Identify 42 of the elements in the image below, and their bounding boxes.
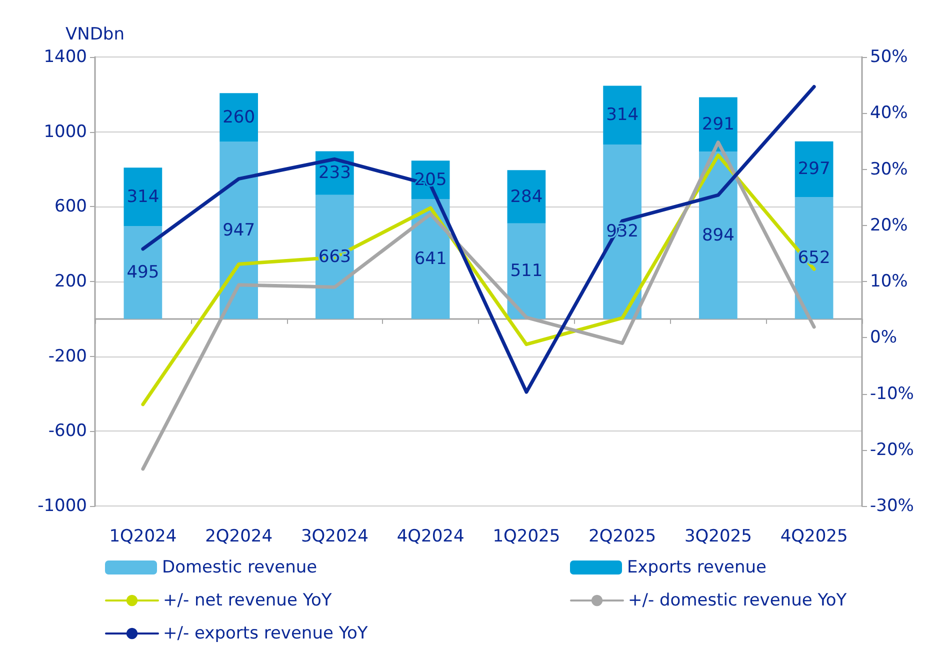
y-tick-label: 200	[54, 272, 87, 292]
y2-tick-label: 40%	[870, 103, 908, 124]
x-tick-label: 1Q2025	[492, 526, 560, 546]
y2-tick-label: 30%	[870, 159, 908, 180]
x-tick-label: 4Q2024	[396, 526, 464, 546]
x-tick-label: 3Q2025	[684, 526, 752, 546]
data-label: 314	[606, 105, 639, 126]
y-tick-label: 600	[54, 196, 87, 217]
y2-tick-label: 0%	[870, 328, 897, 348]
y2-tick-label: 10%	[870, 272, 908, 292]
data-label: 260	[222, 107, 256, 128]
legend-label: +/- domestic revenue YoY	[628, 590, 848, 610]
y2-tick-label: -10%	[870, 384, 914, 404]
y-tick-label: -600	[48, 421, 87, 442]
y2-tick-label: 20%	[870, 215, 908, 236]
data-label: 511	[510, 261, 543, 282]
data-label: 284	[510, 186, 543, 207]
data-label: 233	[318, 163, 351, 184]
y2-tick-label: 50%	[870, 47, 908, 67]
legend-label: Domestic revenue	[162, 558, 318, 578]
data-label: 314	[126, 186, 160, 207]
data-label: 894	[702, 225, 734, 246]
x-tick-label: 2Q2024	[205, 526, 273, 546]
x-tick-label: 2Q2025	[588, 526, 656, 546]
legend-label: +/- net revenue YoY	[163, 590, 332, 610]
x-tick-label: 3Q2024	[300, 526, 368, 546]
data-label: 641	[414, 248, 447, 269]
x-tick-label: 4Q2025	[780, 526, 848, 546]
y-tick-label: 1000	[44, 122, 87, 142]
data-label: 947	[222, 220, 256, 240]
data-label: 291	[702, 114, 734, 134]
legend-label: Exports revenue	[627, 558, 767, 578]
y-tick-label: 1400	[44, 47, 87, 67]
data-label: 495	[126, 262, 160, 283]
y-tick-label: -200	[48, 346, 87, 366]
y-tick-label: -1000	[38, 496, 87, 516]
legend-label: +/- exports revenue YoY	[163, 624, 368, 644]
data-label: 297	[798, 159, 830, 180]
y2-tick-label: -20%	[870, 440, 914, 460]
y2-tick-label: -30%	[870, 496, 914, 516]
y-axis-title: VNDbn	[65, 24, 125, 44]
x-tick-label: 1Q2024	[109, 526, 177, 546]
